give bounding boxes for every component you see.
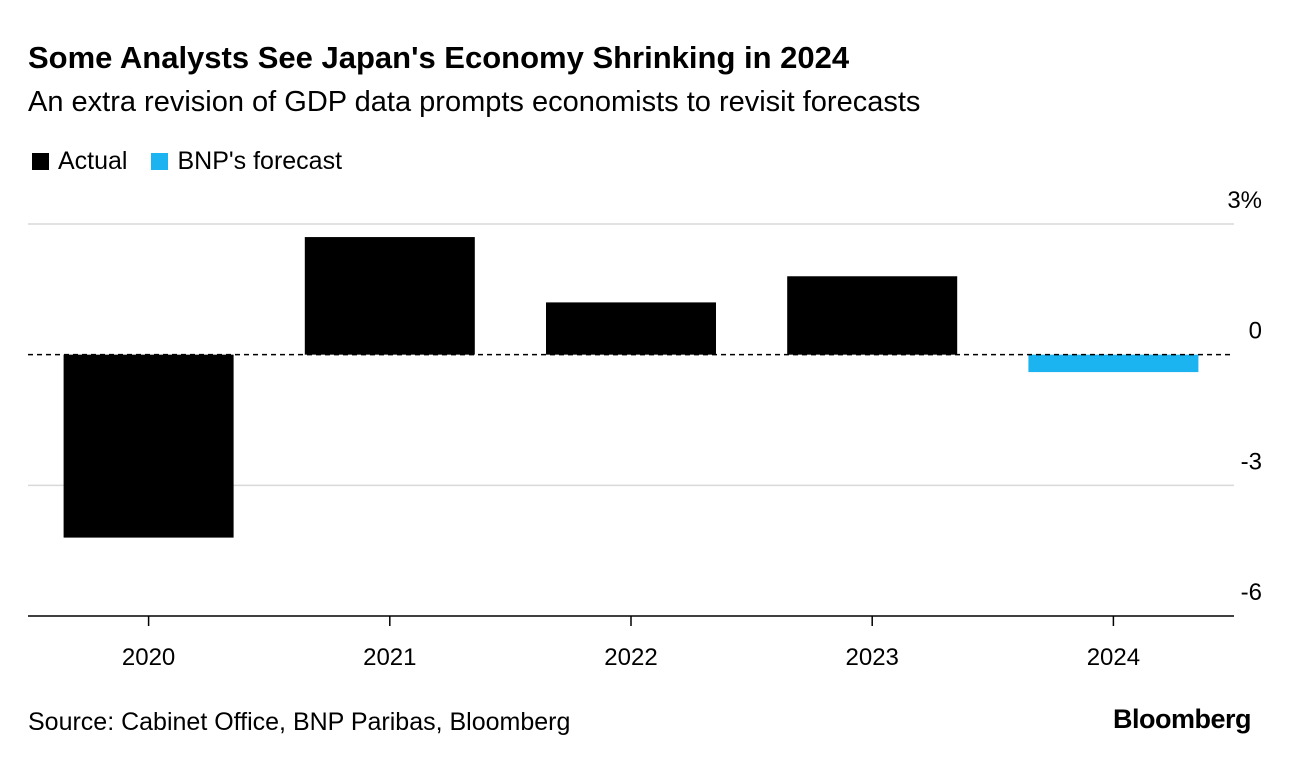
bar-2021 <box>304 237 475 355</box>
legend-item-forecast: BNP's forecast <box>151 147 342 176</box>
x-tick-label: 2022 <box>604 644 657 671</box>
bar-2024 <box>1028 354 1199 373</box>
bar-2023 <box>787 276 958 355</box>
y-tick-label: 3% <box>1227 187 1262 214</box>
source-note: Source: Cabinet Office, BNP Paribas, Blo… <box>28 708 571 736</box>
y-tick-label: -6 <box>1241 579 1262 606</box>
x-tick-label: 2021 <box>363 644 416 671</box>
legend-swatch-forecast <box>151 153 169 170</box>
y-tick-label: 0 <box>1249 318 1262 345</box>
x-tick-label: 2023 <box>846 644 899 671</box>
legend-item-actual: Actual <box>32 147 127 176</box>
legend-label-actual: Actual <box>58 147 128 175</box>
bloomberg-logo: Bloomberg <box>1112 704 1252 734</box>
x-tick-label: 2020 <box>122 644 175 671</box>
legend-swatch-actual <box>32 153 49 170</box>
bar-2020 <box>63 354 234 538</box>
chart-subtitle: An extra revision of GDP data prompts ec… <box>28 86 921 118</box>
legend-label-forecast: BNP's forecast <box>177 147 343 175</box>
x-tick-label: 2024 <box>1087 644 1140 671</box>
chart-title: Some Analysts See Japan's Economy Shrink… <box>28 40 850 75</box>
legend: Actual BNP's forecast <box>32 147 366 176</box>
y-tick-label: -3 <box>1241 448 1262 475</box>
bar-2022 <box>546 302 716 355</box>
